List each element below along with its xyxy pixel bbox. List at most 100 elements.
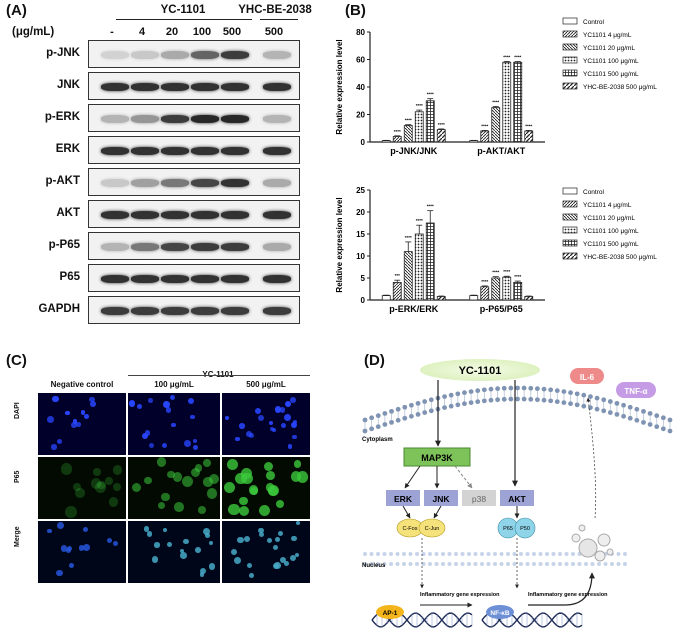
jnk-label: JNK — [432, 494, 450, 504]
cell — [47, 528, 52, 534]
bar — [480, 130, 490, 143]
panel-label-c: (C) — [6, 352, 27, 369]
blot-band — [161, 83, 189, 91]
p65-label: P65 — [503, 526, 513, 532]
cell — [112, 483, 121, 492]
cell — [89, 396, 95, 403]
significance-label: **** — [438, 122, 445, 127]
ap1-label: AP-1 — [383, 610, 398, 617]
blot-band — [101, 243, 129, 251]
cell — [183, 538, 189, 545]
micrograph — [38, 521, 126, 583]
micrograph — [38, 457, 126, 519]
blot-row-label: ERK — [55, 143, 80, 155]
legend-swatch — [562, 213, 578, 221]
cell — [82, 526, 89, 533]
bar — [513, 282, 523, 301]
significance-label: **** — [481, 123, 488, 128]
cell — [166, 470, 175, 479]
cell — [192, 438, 198, 444]
tnfa-label: TNF-α — [624, 387, 647, 396]
tnfa-node — [616, 382, 656, 398]
cell — [129, 400, 136, 407]
blot-band — [131, 307, 159, 315]
blot-strip — [88, 296, 300, 324]
cell — [189, 414, 195, 420]
bar — [502, 61, 512, 143]
blot-band — [221, 307, 249, 315]
cell — [193, 444, 199, 450]
micrograph — [128, 393, 220, 455]
cell — [208, 474, 219, 485]
bar — [414, 111, 424, 143]
y-tick-label: 20 — [356, 111, 365, 120]
cell — [287, 444, 293, 449]
cell — [152, 556, 159, 563]
blot-row-label: p-ERK — [44, 111, 80, 123]
cell — [209, 541, 214, 546]
cell — [156, 457, 167, 468]
blot-strip — [88, 232, 300, 260]
lane-label: 100 — [192, 26, 212, 38]
blot-band — [191, 211, 219, 219]
p38-label: p38 — [472, 494, 486, 504]
blot-band — [131, 51, 159, 59]
lane-label: - — [110, 26, 114, 38]
bar — [403, 251, 413, 301]
cell — [246, 430, 253, 437]
cell — [280, 557, 287, 564]
cell — [172, 472, 183, 483]
cell — [257, 414, 265, 422]
cell — [187, 398, 194, 405]
cell — [292, 434, 297, 439]
cell — [76, 422, 81, 427]
blot-band — [263, 243, 291, 251]
blot-band — [191, 115, 219, 123]
significance-label: **** — [503, 54, 510, 59]
cell — [278, 530, 284, 536]
cell — [224, 415, 229, 420]
category-label: p-P65/P65 — [480, 304, 523, 314]
cell — [80, 410, 86, 415]
blot-band — [131, 115, 159, 123]
significance-label: **** — [405, 118, 412, 123]
significance-label: **** — [394, 129, 401, 134]
cell — [51, 444, 57, 450]
blot-band — [221, 51, 249, 59]
y-tick-label: 40 — [356, 83, 365, 92]
blot-band — [221, 83, 249, 91]
lane-label: 20 — [165, 26, 179, 38]
blot-band — [221, 211, 249, 219]
cell — [295, 521, 300, 526]
blot-band — [161, 115, 189, 123]
cell — [246, 563, 253, 569]
significance-label: **** — [525, 123, 532, 128]
micro-group-label: YC-1101 — [202, 370, 234, 379]
cell — [174, 501, 185, 512]
blot-band — [263, 51, 291, 59]
cell — [161, 442, 167, 448]
bar — [436, 296, 446, 301]
cell — [280, 422, 287, 429]
bar — [524, 296, 534, 301]
cell — [56, 438, 63, 445]
blot-band — [131, 83, 159, 91]
blot-band — [161, 275, 189, 283]
cell — [249, 572, 255, 578]
cytoplasm-label: Cytoplasm — [362, 437, 393, 443]
legend-entry: YC1101 4 μg/mL — [583, 202, 632, 209]
cell — [227, 458, 239, 470]
bar-chart-bottom: 0 5 10 15 20 25 Relative expression level p-ERK… — [335, 186, 657, 314]
bar — [392, 282, 402, 301]
cell — [202, 459, 211, 467]
yc1101-cloud — [420, 359, 540, 381]
legend-entry: YHC-BE-2038 500 μg/mL — [583, 254, 657, 261]
cell — [194, 464, 203, 472]
cell — [224, 481, 236, 493]
bar — [425, 100, 435, 143]
bar — [414, 233, 424, 301]
cell — [180, 552, 188, 559]
y-tick-label: 60 — [356, 56, 365, 65]
blot-row-label: GAPDH — [38, 303, 80, 315]
cell — [167, 542, 172, 548]
